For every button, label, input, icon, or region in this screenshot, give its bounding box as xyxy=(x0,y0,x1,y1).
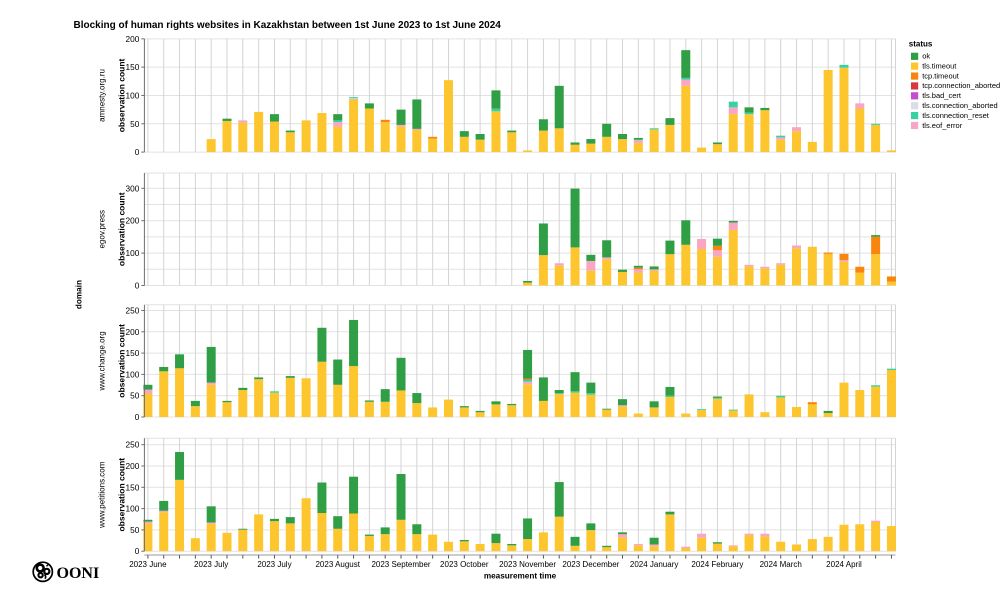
svg-text:status: status xyxy=(909,40,933,49)
svg-text:2024 March: 2024 March xyxy=(760,560,802,569)
svg-text:OONI: OONI xyxy=(57,565,100,582)
svg-text:2023 June: 2023 June xyxy=(129,560,167,569)
svg-text:50: 50 xyxy=(130,391,140,401)
svg-text:2023 July: 2023 July xyxy=(194,560,228,569)
svg-text:300: 300 xyxy=(126,183,140,193)
svg-text:tcp.connection_aborted: tcp.connection_aborted xyxy=(922,81,1000,90)
svg-text:100: 100 xyxy=(126,90,140,100)
svg-text:100: 100 xyxy=(126,369,140,379)
svg-text:100: 100 xyxy=(126,504,140,514)
svg-text:2024 April: 2024 April xyxy=(826,560,862,569)
svg-text:tls.eof_error: tls.eof_error xyxy=(922,121,963,130)
svg-text:150: 150 xyxy=(126,348,140,358)
svg-text:www.petitions.com: www.petitions.com xyxy=(97,461,106,529)
svg-text:measurement time: measurement time xyxy=(484,571,557,580)
svg-text:observation count: observation count xyxy=(117,192,127,266)
svg-text:tls.connection_reset: tls.connection_reset xyxy=(922,111,990,120)
svg-text:tls.timeout: tls.timeout xyxy=(922,61,957,70)
svg-text:200: 200 xyxy=(126,34,140,44)
svg-text:200: 200 xyxy=(126,461,140,471)
svg-text:tls.connection_aborted: tls.connection_aborted xyxy=(922,101,997,110)
svg-text:observation count: observation count xyxy=(117,458,127,532)
svg-text:amnesty.org.ru: amnesty.org.ru xyxy=(97,69,106,122)
svg-text:100: 100 xyxy=(126,248,140,258)
svg-text:domain: domain xyxy=(74,280,83,309)
svg-text:0: 0 xyxy=(135,147,140,157)
svg-text:ok: ok xyxy=(922,52,930,61)
svg-text:200: 200 xyxy=(126,327,140,337)
svg-text:2023 September: 2023 September xyxy=(371,560,430,569)
svg-text:250: 250 xyxy=(126,440,140,450)
svg-text:2024 January: 2024 January xyxy=(630,560,678,569)
svg-text:0: 0 xyxy=(135,546,140,556)
svg-text:tcp.timeout: tcp.timeout xyxy=(922,71,960,80)
svg-text:250: 250 xyxy=(126,306,140,316)
svg-text:2023 December: 2023 December xyxy=(562,560,619,569)
svg-text:200: 200 xyxy=(126,216,140,226)
svg-text:observation count: observation count xyxy=(117,58,127,132)
svg-text:2023 October: 2023 October xyxy=(440,560,489,569)
svg-text:2023 November: 2023 November xyxy=(499,560,556,569)
svg-text:2023 July: 2023 July xyxy=(257,560,291,569)
svg-text:0: 0 xyxy=(135,412,140,422)
svg-text:egov.press: egov.press xyxy=(97,210,106,249)
svg-text:observation count: observation count xyxy=(117,324,127,398)
svg-text:2023 August: 2023 August xyxy=(315,560,360,569)
svg-text:tls.bad_cert: tls.bad_cert xyxy=(922,91,962,100)
svg-text:www.change.org: www.change.org xyxy=(97,331,106,391)
svg-text:50: 50 xyxy=(130,119,140,129)
svg-text:50: 50 xyxy=(130,525,140,535)
svg-text:Blocking of human rights websi: Blocking of human rights websites in Kaz… xyxy=(74,20,502,31)
svg-text:150: 150 xyxy=(126,482,140,492)
svg-text:0: 0 xyxy=(135,281,140,291)
svg-text:2024 February: 2024 February xyxy=(691,560,743,569)
svg-text:150: 150 xyxy=(126,62,140,72)
